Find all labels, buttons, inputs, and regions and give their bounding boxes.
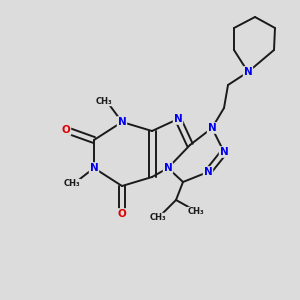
- Text: O: O: [118, 209, 126, 219]
- Text: CH₃: CH₃: [188, 208, 204, 217]
- Text: N: N: [174, 114, 182, 124]
- Text: CH₃: CH₃: [64, 179, 80, 188]
- Text: N: N: [90, 163, 98, 173]
- Text: N: N: [220, 147, 228, 157]
- Text: CH₃: CH₃: [150, 214, 166, 223]
- Text: N: N: [118, 117, 126, 127]
- Text: N: N: [164, 163, 172, 173]
- Text: N: N: [204, 167, 212, 177]
- Text: N: N: [208, 123, 216, 133]
- Text: O: O: [61, 125, 70, 135]
- Text: CH₃: CH₃: [96, 97, 112, 106]
- Text: N: N: [244, 67, 252, 77]
